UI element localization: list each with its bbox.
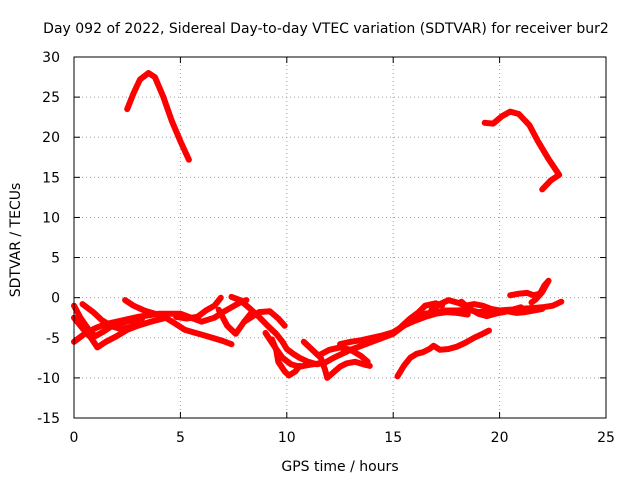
- y-tick-label: -5: [46, 331, 60, 347]
- x-tick-label: 10: [278, 430, 296, 446]
- series-arc-5: [71, 314, 167, 351]
- x-tick-label: 25: [597, 430, 615, 446]
- x-axis-label: GPS time / hours: [281, 459, 398, 475]
- series-arc-20: [507, 277, 552, 306]
- x-tick-label: 20: [491, 430, 509, 446]
- x-tick-label: 15: [384, 430, 402, 446]
- x-tick-label: 0: [70, 430, 79, 446]
- y-tick-label: 15: [42, 170, 60, 186]
- x-tick-label: 5: [176, 430, 185, 446]
- series-arc-13: [215, 306, 254, 337]
- series-arc-18: [428, 297, 546, 316]
- y-tick-label: 0: [51, 291, 60, 307]
- series-arc-11: [268, 336, 303, 379]
- y-tick-label: 5: [51, 251, 60, 267]
- chart-title: Day 092 of 2022, Sidereal Day-to-day VTE…: [43, 21, 609, 37]
- axis-tick-labels: 0 5 10 15 20 25 -15 -10 -5 0 5 10 15 20 25 30: [37, 50, 615, 446]
- y-tick-label: 30: [42, 50, 60, 66]
- series-arc-19: [458, 298, 524, 320]
- y-tick-label: 20: [42, 130, 60, 146]
- plot-frame: [73, 56, 607, 419]
- series-arc-8: [173, 294, 224, 322]
- series-arc-2: [481, 108, 563, 193]
- y-tick-label: 10: [42, 210, 60, 226]
- series-arc-7: [122, 297, 235, 348]
- data-series: [71, 70, 565, 381]
- y-tick-label: -10: [37, 371, 60, 387]
- series-arc-15: [315, 344, 371, 365]
- series-arc-1: [124, 70, 192, 163]
- y-axis-label: SDTVAR / TECUs: [8, 183, 24, 298]
- y-tick-label: -15: [37, 411, 60, 427]
- series-arc-6: [79, 301, 141, 332]
- y-tick-label: 25: [42, 90, 60, 106]
- series-arc-21: [394, 327, 492, 380]
